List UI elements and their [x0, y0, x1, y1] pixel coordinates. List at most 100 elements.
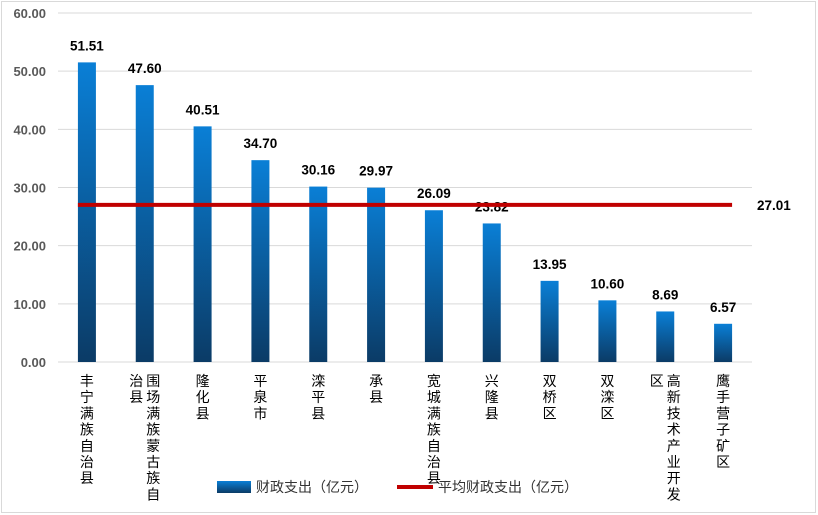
x-category-char: 区: [650, 374, 664, 390]
x-category-char: 隆: [196, 374, 210, 390]
x-category-char: 区: [600, 406, 614, 422]
x-category-char: 高: [667, 373, 681, 390]
data-label: 40.51: [186, 102, 220, 117]
x-category-label: 隆化县: [196, 374, 210, 422]
x-category-char: 场: [146, 390, 160, 406]
x-category-text: 承县: [369, 374, 383, 406]
x-category-text: 治县: [129, 374, 143, 406]
x-category-label: 鹰手营子矿区: [716, 374, 730, 471]
x-category-label: 双桥区: [543, 374, 557, 422]
x-category-char: 满: [427, 406, 441, 422]
x-category-char: 产: [667, 439, 681, 455]
bar: [251, 160, 270, 362]
x-category-char: 县: [196, 406, 210, 422]
x-category-text: 双桥区: [543, 374, 557, 422]
x-category-char: 滦: [311, 374, 325, 390]
x-category-label: 承县: [369, 374, 383, 406]
x-category-char: 手: [716, 390, 730, 406]
y-tick-label: 40.00: [13, 122, 46, 137]
x-category-label: 宽城满族自治县: [427, 373, 441, 487]
x-category-char: 区: [716, 455, 730, 471]
x-category-char: 县: [485, 406, 499, 422]
x-category-char: 桥: [543, 390, 557, 406]
x-category-char: 双: [543, 374, 557, 390]
x-category-text: 鹰手营子矿区: [716, 374, 730, 471]
x-category-char: 族: [427, 423, 441, 439]
bar: [656, 311, 675, 362]
bar: [135, 85, 154, 363]
y-tick-label: 60.00: [13, 6, 46, 21]
data-label: 10.60: [591, 276, 625, 291]
x-category-char: 族: [146, 423, 160, 439]
x-category-char: 围: [146, 374, 160, 390]
x-category-char: 业: [667, 455, 681, 471]
gridlines: [58, 12, 752, 363]
x-category-char: 平: [253, 374, 267, 390]
x-category-char: 双: [600, 374, 614, 390]
y-axis: 0.00 10.00 20.00 30.00 40.00 50.00 60.00: [13, 6, 46, 370]
x-category-char: 发: [667, 487, 681, 503]
x-category-char: 滦: [600, 390, 614, 406]
bar: [193, 126, 212, 362]
x-category-char: 自: [146, 487, 160, 503]
legend-label-bar: 财政支出（亿元）: [256, 480, 368, 496]
x-category-char: 鹰: [716, 374, 730, 390]
legend-swatch-bar: [217, 481, 251, 493]
x-category-char: 满: [80, 406, 94, 422]
x-category-text: 高新技术产业开发: [667, 373, 681, 503]
x-axis: 丰宁满族自治县围场满族蒙古族自治县隆化县平泉市滦平县承县宽城满族自治县兴隆县双桥…: [80, 373, 730, 503]
x-category-char: 族: [80, 423, 94, 439]
x-category-label: 平泉市: [253, 374, 267, 422]
x-category-char: 古: [146, 455, 160, 471]
x-category-text: 兴隆县: [485, 374, 499, 422]
x-category-char: 泉: [253, 389, 267, 406]
x-category-char: 宽: [427, 373, 441, 390]
x-category-char: 市: [253, 405, 267, 422]
x-category-char: 自: [80, 439, 94, 455]
data-label: 6.57: [710, 300, 736, 315]
bar: [598, 300, 617, 362]
x-category-char: 城: [427, 390, 441, 406]
x-category-label: 丰宁满族自治县: [80, 374, 94, 487]
legend: 财政支出（亿元） 平均财政支出（亿元）: [217, 480, 578, 496]
y-tick-label: 10.00: [13, 297, 46, 312]
x-category-char: 化: [196, 390, 210, 406]
x-category-char: 治: [80, 455, 94, 471]
x-category-text: 滦平县: [311, 374, 325, 422]
x-category-char: 兴: [485, 374, 499, 390]
bar: [77, 62, 96, 363]
x-category-char: 区: [543, 406, 557, 422]
x-category-char: 新: [667, 390, 681, 406]
x-category-text: 围场满族蒙古族自: [146, 374, 160, 503]
data-label: 29.97: [359, 164, 393, 179]
x-category-char: 县: [427, 471, 441, 487]
x-category-text: 宽城满族自治县: [427, 373, 441, 487]
data-label: 47.60: [128, 61, 162, 76]
bars: 51.51 47.60 40.51 34.70 30.16 29.97 26.09 23.82…: [70, 38, 736, 363]
x-category-text: 双滦区: [600, 374, 614, 422]
x-category-char: 营: [716, 406, 730, 422]
x-category-char: 治: [129, 374, 143, 390]
legend-label-line: 平均财政支出（亿元）: [438, 480, 578, 496]
data-label: 30.16: [301, 163, 335, 178]
data-label: 8.69: [652, 287, 678, 302]
x-category-char: 县: [80, 471, 94, 487]
x-category-char: 族: [146, 471, 160, 487]
x-category-char: 满: [146, 406, 160, 422]
average-line-group: 27.01: [77, 198, 791, 213]
x-category-char: 县: [369, 390, 383, 406]
y-tick-label: 50.00: [13, 64, 46, 79]
x-category-char: 术: [667, 423, 681, 439]
x-category-char: 治: [427, 455, 441, 471]
average-line-label: 27.01: [757, 198, 791, 213]
x-category-char: 县: [129, 390, 143, 406]
bar: [424, 210, 443, 362]
x-category-char: 隆: [485, 390, 499, 406]
x-category-text: 丰宁满族自治县: [80, 374, 94, 487]
x-category-text: 区: [650, 374, 664, 390]
x-category-char: 自: [427, 439, 441, 455]
